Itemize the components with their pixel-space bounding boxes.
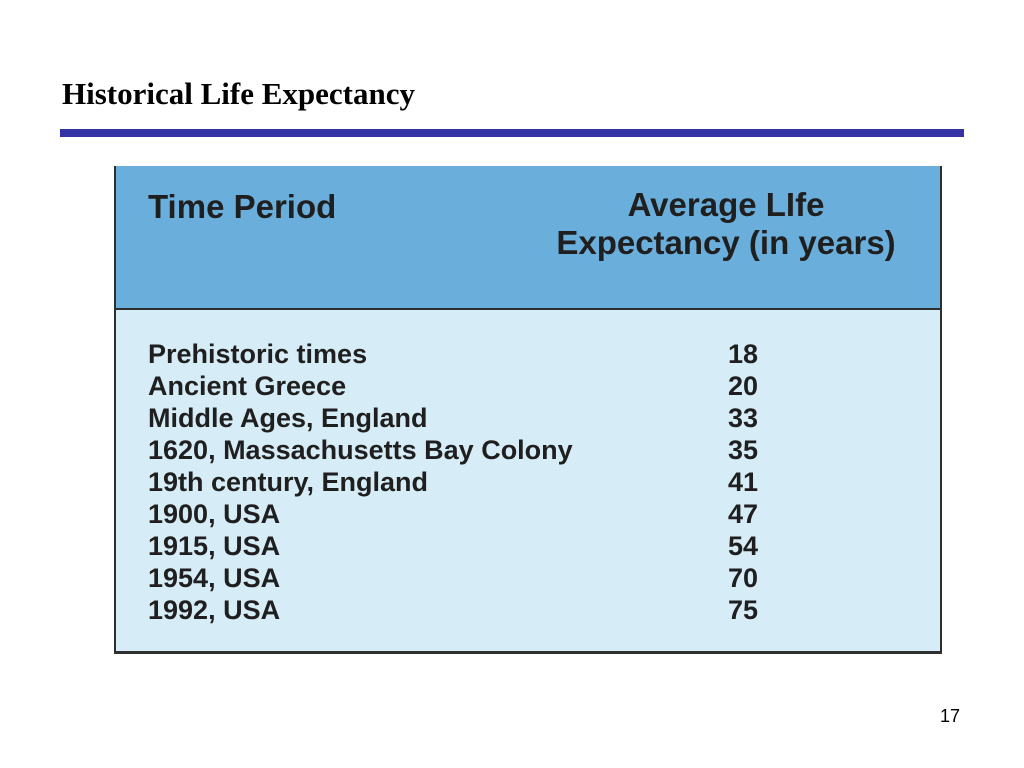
table-row: Prehistoric times 18 (148, 338, 908, 370)
time-period-cell: 1900, USA (148, 499, 281, 529)
table-row: 1954, USA 70 (148, 562, 908, 594)
time-period-cell: Middle Ages, England (148, 403, 428, 433)
column-header-line-1: Average LIfe (627, 186, 825, 223)
table-row: Ancient Greece 20 (148, 370, 908, 402)
life-expectancy-cell: 75 (728, 595, 759, 625)
slide-title: Historical Life Expectancy (62, 76, 415, 111)
life-expectancy-cell: 54 (728, 531, 759, 561)
table-row: 19th century, England 41 (148, 466, 908, 498)
table-row: 1992, USA 75 (148, 594, 908, 626)
life-expectancy-cell: 70 (728, 563, 759, 593)
column-header-life-expectancy: Average LIfe Expectancy (in years) (516, 186, 936, 262)
table-row: Middle Ages, England 33 (148, 402, 908, 434)
time-period-cell: Ancient Greece (148, 371, 347, 401)
life-expectancy-cell: 18 (728, 339, 759, 369)
life-expectancy-cell: 47 (728, 499, 759, 529)
time-period-cell: 19th century, England (148, 467, 429, 497)
life-expectancy-cell: 35 (728, 435, 759, 465)
table-header: Time Period Average LIfe Expectancy (in … (116, 166, 940, 310)
title-divider (60, 129, 964, 137)
column-header-time-period: Time Period (148, 188, 337, 225)
life-expectancy-cell: 41 (728, 467, 759, 497)
table-row: 1900, USA 47 (148, 498, 908, 530)
column-header-line-2: Expectancy (in years) (556, 224, 896, 261)
time-period-cell: 1915, USA (148, 531, 281, 561)
table-row: 1620, Massachusetts Bay Colony 35 (148, 434, 908, 466)
life-expectancy-table: Time Period Average LIfe Expectancy (in … (114, 166, 942, 654)
time-period-cell: 1992, USA (148, 595, 281, 625)
life-expectancy-cell: 33 (728, 403, 759, 433)
life-expectancy-cell: 20 (728, 371, 759, 401)
time-period-cell: Prehistoric times (148, 339, 368, 369)
page-number: 17 (940, 706, 961, 726)
table-row: 1915, USA 54 (148, 530, 908, 562)
time-period-cell: 1620, Massachusetts Bay Colony (148, 435, 573, 465)
time-period-cell: 1954, USA (148, 563, 281, 593)
table-body: Prehistoric times 18 Ancient Greece 20 M… (148, 338, 908, 626)
